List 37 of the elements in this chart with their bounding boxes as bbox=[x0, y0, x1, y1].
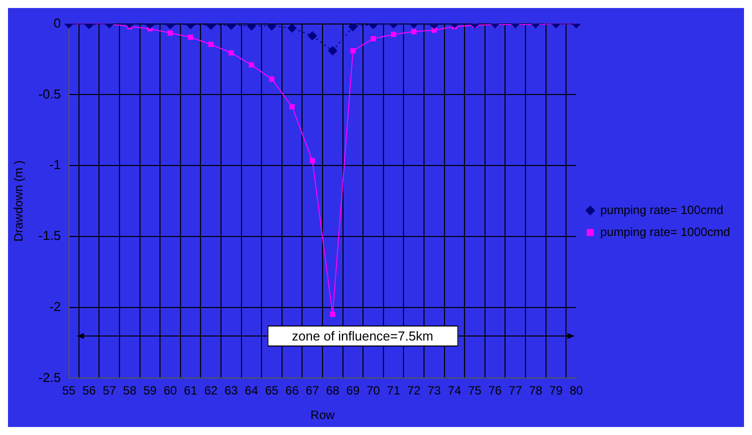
x-tick-label: 75 bbox=[468, 384, 482, 398]
x-tick-label: 60 bbox=[164, 384, 178, 398]
legend-label: pumping rate= 1000cmd bbox=[600, 224, 730, 239]
x-tick-label: 73 bbox=[427, 384, 442, 398]
x-tick-label: 63 bbox=[224, 384, 238, 398]
x-tick-label: 58 bbox=[123, 384, 137, 398]
x-tick-label: 71 bbox=[386, 384, 401, 398]
y-tick-label: 0 bbox=[54, 15, 61, 30]
x-tick-label: 62 bbox=[204, 384, 218, 398]
note-box: zone of influence=7.5km bbox=[266, 325, 458, 346]
legend-label: pumping rate= 100cmd bbox=[600, 202, 724, 217]
x-tick-label: 76 bbox=[488, 384, 502, 398]
x-tick-label: 72 bbox=[407, 384, 421, 398]
x-tick-label: 74 bbox=[448, 384, 462, 398]
x-tick-label: 80 bbox=[570, 384, 584, 398]
x-tick-label: 57 bbox=[102, 384, 116, 398]
x-tick-label: 56 bbox=[82, 384, 96, 398]
y-tick-label: -1.5 bbox=[38, 228, 61, 244]
x-tick-label: 79 bbox=[549, 384, 563, 398]
x-tick-label: 67 bbox=[306, 384, 320, 398]
y-tick-label: -2.5 bbox=[38, 370, 61, 385]
y-tick-label: -2 bbox=[49, 298, 61, 314]
y-tick-label: -0.5 bbox=[38, 86, 61, 102]
x-tick-label: 64 bbox=[244, 384, 258, 398]
y-tick-label: -1 bbox=[49, 157, 61, 172]
x-tick-label: 69 bbox=[346, 384, 360, 398]
x-tick-label: 77 bbox=[508, 384, 522, 398]
x-tick-label: 65 bbox=[265, 384, 279, 398]
x-tick-label: 68 bbox=[326, 384, 340, 398]
x-tick-label: 78 bbox=[528, 384, 543, 398]
x-tick-label: 59 bbox=[143, 384, 157, 398]
x-tick-label: 61 bbox=[184, 384, 198, 398]
y-axis-title: Drawdown (m ) bbox=[12, 160, 26, 242]
x-tick-label: 66 bbox=[285, 384, 300, 398]
x-axis-title: Row bbox=[310, 408, 335, 422]
x-tick-label: 70 bbox=[366, 384, 380, 398]
x-tick-label: 55 bbox=[62, 384, 76, 398]
